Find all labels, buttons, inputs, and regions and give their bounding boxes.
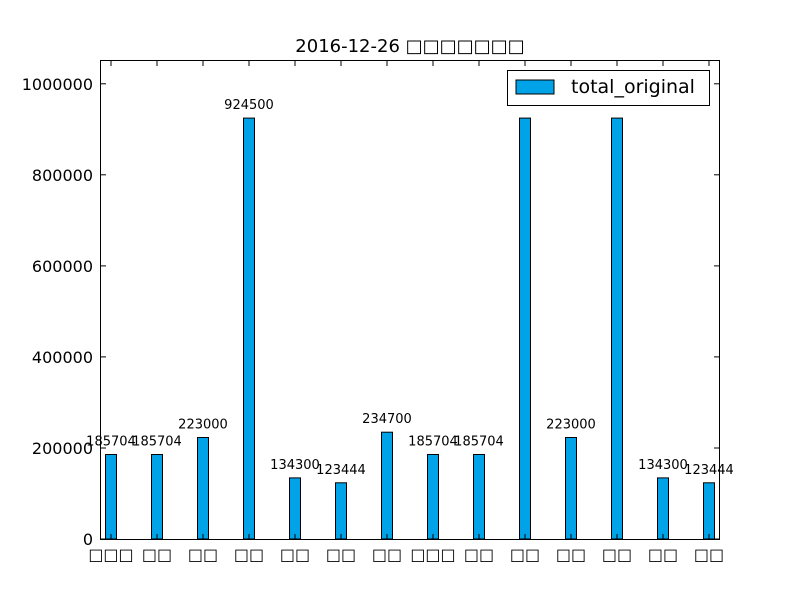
- data-labels-group: 1857041857042230009245001343001234442347…: [86, 98, 734, 478]
- bar-value-label: 123444: [316, 463, 366, 478]
- bar: [427, 454, 439, 540]
- x-tick-label: □□: [280, 545, 310, 564]
- bar-value-label: 185704: [454, 435, 504, 450]
- y-tick-label: 200000: [32, 439, 93, 458]
- bar: [565, 437, 577, 540]
- x-tick-label: □□: [510, 545, 540, 564]
- y-tick-label: 400000: [32, 348, 93, 367]
- legend-swatch: [515, 79, 555, 95]
- x-tick-label: □□: [464, 545, 494, 564]
- bar-value-label: 223000: [546, 418, 596, 433]
- x-axis: □□□ □□ □□ □□ □□ □□ □□ □□□ □□ □□ □□ □□ □□ □□: [88, 61, 724, 564]
- x-tick-label: □□□: [410, 545, 455, 564]
- plot-frame: [100, 60, 720, 540]
- x-tick-label: □□: [556, 545, 586, 564]
- bar: [289, 477, 301, 540]
- x-tick-label: □□: [694, 545, 724, 564]
- x-tick-label: □□: [326, 545, 356, 564]
- bar: [105, 454, 117, 540]
- bar: [611, 117, 623, 540]
- x-tick-label: □□: [648, 545, 678, 564]
- x-tick-label: □□: [372, 545, 402, 564]
- bar: [335, 482, 347, 540]
- legend: total_original: [507, 70, 710, 106]
- bar: [519, 117, 531, 540]
- bar-value-label: 223000: [178, 418, 228, 433]
- bar: [473, 454, 485, 540]
- x-tick-label: □□□: [88, 545, 133, 564]
- y-tick-label: 1000000: [22, 75, 93, 94]
- bar-value-label: 185704: [86, 435, 136, 450]
- bar-value-label: 185704: [408, 435, 458, 450]
- bar: [381, 431, 393, 540]
- bar-value-label: 924500: [224, 98, 274, 113]
- x-tick-label: □□: [234, 545, 264, 564]
- y-tick-label: 800000: [32, 166, 93, 185]
- bar-value-label: 123444: [684, 463, 734, 478]
- bar: [243, 117, 255, 540]
- y-tick-label: 600000: [32, 257, 93, 276]
- x-tick-label: □□: [142, 545, 172, 564]
- bars-group: [105, 117, 715, 540]
- chart-title: 2016-12-26 □□□□□□□: [295, 36, 524, 57]
- x-tick-label: □□: [188, 545, 218, 564]
- bar: [197, 437, 209, 540]
- y-tick-label: 0: [83, 530, 93, 549]
- bar-value-label: 134300: [638, 458, 688, 473]
- bar-value-label: 134300: [270, 458, 320, 473]
- x-tick-label: □□: [602, 545, 632, 564]
- legend-label: total_original: [571, 76, 695, 98]
- bar-value-label: 234700: [362, 412, 412, 427]
- bar: [151, 454, 163, 540]
- y-axis: 0 200000 400000 600000 800000 1000000: [22, 75, 719, 549]
- bar: [657, 477, 669, 540]
- bar-value-label: 185704: [132, 435, 182, 450]
- bar: [703, 482, 715, 540]
